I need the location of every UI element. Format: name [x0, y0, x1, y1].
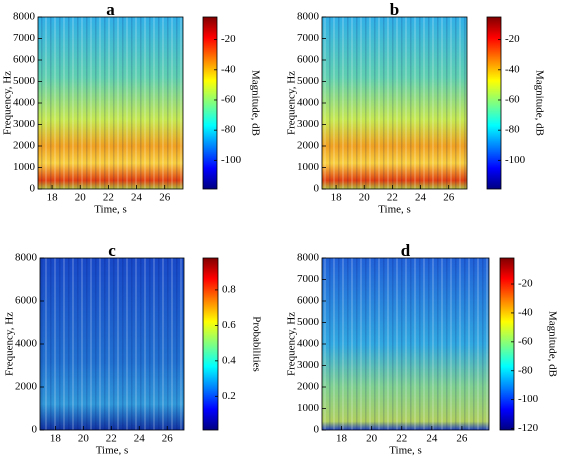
y-tick-label: 2000	[15, 381, 38, 393]
colorbar	[202, 16, 218, 190]
colorbar-tick-label: -80	[221, 124, 236, 136]
colorbar-label: Magnitude, dB	[533, 70, 545, 136]
y-axis-label: Frequency, Hz	[286, 312, 298, 376]
y-tick-label: 0	[32, 424, 38, 436]
y-tick-label: 1000	[13, 161, 36, 173]
panel-title: a	[106, 0, 115, 19]
colorbar	[486, 16, 502, 190]
colorbar-tick-label: -20	[505, 33, 520, 45]
y-tick-label: 4000	[13, 97, 36, 109]
spectrogram-texture	[322, 17, 467, 189]
x-tick-label: 26	[162, 433, 174, 445]
colorbar-tick-label: -100	[518, 393, 539, 405]
y-axis-label: Frequency, Hz	[4, 312, 16, 376]
x-tick-label: 22	[396, 433, 407, 445]
x-tick-label: 20	[78, 433, 90, 445]
y-tick-label: 6000	[13, 54, 36, 66]
colorbar-tick-label: 0.2	[222, 390, 236, 402]
x-tick-label: 26	[443, 192, 455, 204]
y-tick-label: 3000	[297, 118, 320, 130]
y-tick-label: 6000	[297, 54, 320, 66]
colorbar-tick-label: -80	[505, 124, 520, 136]
y-tick-label: 4000	[15, 338, 38, 350]
x-axis-label: Time, s	[94, 204, 127, 216]
colorbar-tick-label: -20	[221, 33, 236, 45]
x-tick-label: 20	[359, 192, 371, 204]
colorbar-tick-label: -100	[505, 154, 526, 166]
colorbar	[499, 257, 515, 431]
y-tick-label: 8000	[297, 252, 320, 264]
colorbar-label: Magnitude, dB	[546, 311, 558, 377]
colorbar-tick-label: -80	[518, 364, 533, 376]
x-tick-label: 20	[366, 433, 378, 445]
y-tick-label: 7000	[297, 32, 320, 44]
y-tick-label: 5000	[297, 75, 320, 87]
x-tick-label: 22	[103, 192, 114, 204]
x-tick-label: 26	[456, 433, 468, 445]
y-tick-label: 6000	[297, 295, 320, 307]
x-tick-label: 24	[415, 192, 427, 204]
colorbar-label: Magnitude, dB	[249, 70, 261, 136]
y-tick-label: 0	[30, 183, 36, 195]
x-tick-label: 24	[131, 192, 143, 204]
colorbar-tick-label: 0.6	[222, 319, 236, 331]
x-tick-label: 18	[50, 433, 62, 445]
y-tick-label: 2000	[297, 140, 320, 152]
y-tick-label: 3000	[297, 359, 320, 371]
x-tick-label: 20	[75, 192, 87, 204]
x-tick-label: 26	[159, 192, 171, 204]
x-tick-label: 18	[47, 192, 59, 204]
panel-title: d	[401, 241, 411, 260]
y-axis-label: Frequency, Hz	[286, 71, 298, 135]
colorbar-tick-label: 0.4	[222, 354, 236, 366]
y-tick-label: 4000	[297, 338, 320, 350]
colorbar-tick-label: -20	[518, 278, 533, 290]
colorbar	[202, 257, 219, 431]
y-tick-label: 5000	[13, 75, 36, 87]
spectrogram-texture	[40, 258, 184, 430]
panel-title: b	[390, 0, 399, 19]
y-tick-label: 8000	[15, 252, 38, 264]
x-tick-label: 24	[134, 433, 146, 445]
y-tick-label: 3000	[13, 118, 36, 130]
x-axis-label: Time, s	[96, 445, 129, 457]
y-tick-label: 6000	[15, 295, 38, 307]
x-tick-label: 18	[331, 192, 343, 204]
y-axis-label: Frequency, Hz	[2, 71, 14, 135]
y-tick-label: 8000	[297, 11, 320, 23]
panel-title: c	[108, 241, 116, 260]
y-tick-label: 1000	[297, 402, 320, 414]
y-tick-label: 0	[314, 183, 320, 195]
colorbar-tick-label: 0.8	[222, 283, 236, 295]
x-axis-label: Time, s	[378, 204, 411, 216]
y-tick-label: 7000	[297, 273, 320, 285]
colorbar-tick-label: -60	[518, 335, 533, 347]
colorbar-tick-label: -120	[518, 422, 539, 434]
y-tick-label: 2000	[13, 140, 36, 152]
y-tick-label: 8000	[13, 11, 36, 23]
colorbar-tick-label: -40	[221, 63, 236, 75]
x-axis-label: Time, s	[389, 445, 422, 457]
spectrogram-texture	[38, 17, 183, 189]
colorbar-tick-label: -60	[221, 94, 236, 106]
x-tick-label: 24	[426, 433, 438, 445]
x-tick-label: 22	[387, 192, 398, 204]
y-tick-label: 5000	[297, 316, 320, 328]
colorbar-label: Probabilities	[250, 316, 262, 372]
x-tick-label: 18	[336, 433, 348, 445]
colorbar-tick-label: -100	[221, 154, 242, 166]
y-tick-label: 1000	[297, 161, 320, 173]
colorbar-tick-label: -40	[505, 63, 520, 75]
colorbar-tick-label: -60	[505, 94, 520, 106]
x-tick-label: 22	[106, 433, 117, 445]
y-tick-label: 2000	[297, 381, 320, 393]
spectrogram-texture	[322, 258, 489, 430]
y-tick-label: 7000	[13, 32, 36, 44]
y-tick-label: 0	[314, 424, 320, 436]
colorbar-tick-label: -40	[518, 306, 533, 318]
y-tick-label: 4000	[297, 97, 320, 109]
